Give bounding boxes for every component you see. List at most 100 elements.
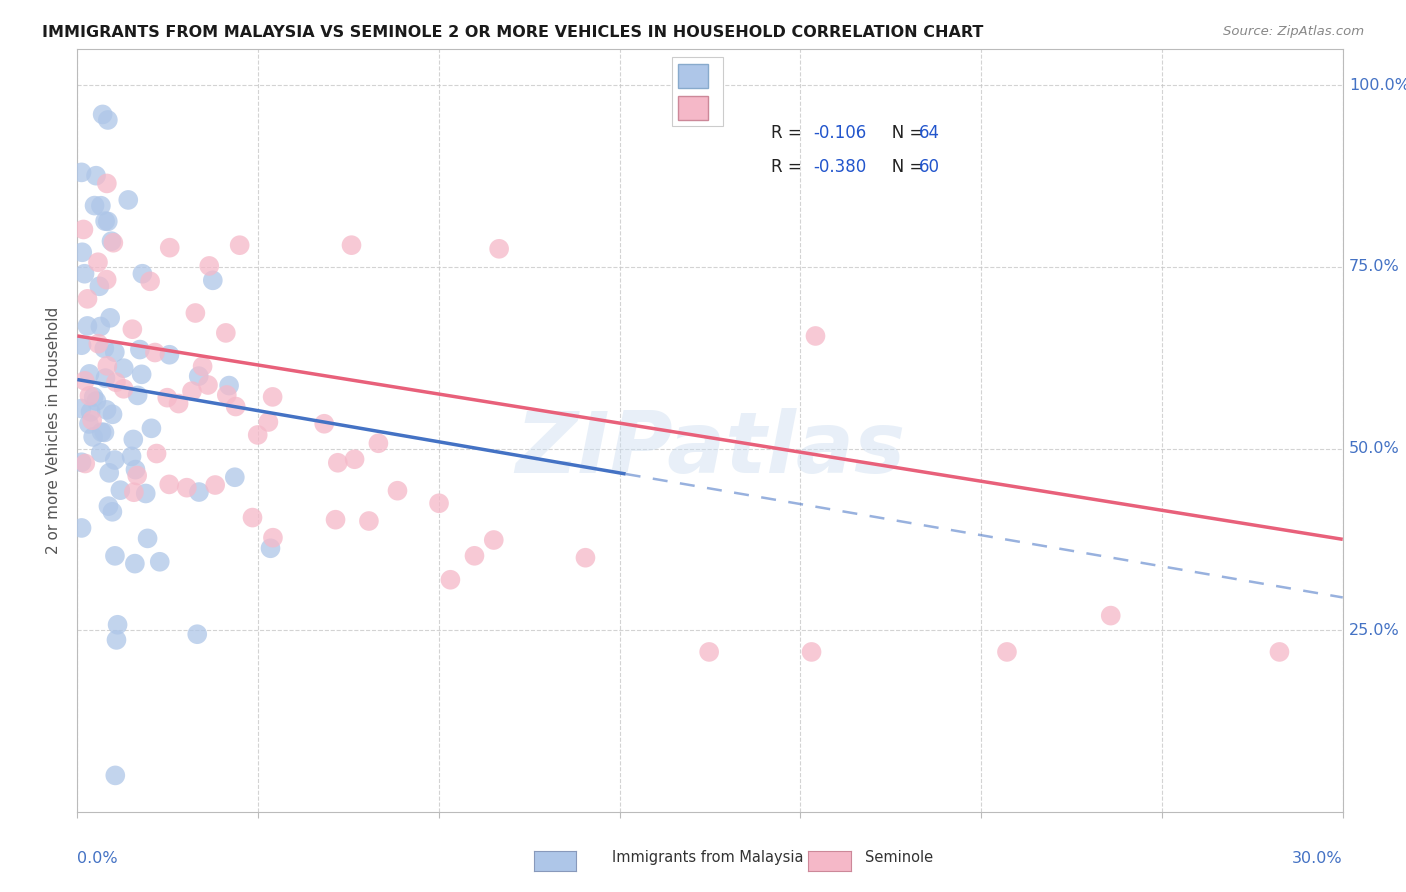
Point bbox=[187, 369, 209, 384]
Point bbox=[104, 453, 127, 467]
Point bbox=[70, 521, 93, 535]
Point bbox=[159, 348, 181, 362]
Point bbox=[127, 468, 149, 483]
Point bbox=[181, 384, 204, 398]
Point bbox=[70, 401, 93, 416]
Point bbox=[145, 446, 167, 460]
Point bbox=[159, 241, 181, 255]
Point bbox=[82, 430, 104, 444]
Point bbox=[72, 222, 94, 236]
Point bbox=[131, 267, 153, 281]
Point bbox=[127, 388, 149, 402]
Point bbox=[70, 245, 93, 260]
Text: 60: 60 bbox=[918, 158, 939, 176]
Point bbox=[149, 555, 172, 569]
Point bbox=[128, 343, 150, 357]
Point bbox=[70, 338, 93, 352]
Point bbox=[1099, 608, 1122, 623]
Point bbox=[79, 367, 101, 381]
Point bbox=[439, 573, 461, 587]
Text: 100.0%: 100.0% bbox=[1348, 78, 1406, 93]
Point bbox=[242, 510, 264, 524]
Text: R =: R = bbox=[770, 124, 807, 142]
Point bbox=[100, 234, 122, 248]
Point bbox=[215, 326, 238, 340]
Point bbox=[104, 549, 127, 563]
Point bbox=[262, 390, 284, 404]
Point bbox=[340, 238, 363, 252]
Point bbox=[157, 477, 180, 491]
Point bbox=[70, 165, 93, 179]
Point bbox=[198, 259, 221, 273]
Point bbox=[141, 421, 163, 435]
Point bbox=[343, 452, 366, 467]
Point bbox=[167, 396, 190, 410]
Point bbox=[357, 514, 380, 528]
Text: ZIPatlas: ZIPatlas bbox=[515, 408, 905, 491]
Legend: , : , bbox=[672, 57, 723, 127]
Point bbox=[191, 359, 214, 374]
Point bbox=[697, 645, 720, 659]
Point bbox=[91, 107, 114, 121]
Point bbox=[98, 310, 121, 325]
Text: R =: R = bbox=[770, 158, 807, 176]
Point bbox=[246, 428, 269, 442]
Point bbox=[97, 112, 120, 127]
Point bbox=[1268, 645, 1291, 659]
Point bbox=[104, 768, 127, 782]
Point bbox=[97, 499, 120, 513]
Point bbox=[77, 417, 100, 431]
Point bbox=[70, 455, 93, 469]
Point bbox=[257, 415, 280, 429]
Point bbox=[97, 214, 120, 228]
Text: N =: N = bbox=[876, 158, 929, 176]
Text: N =: N = bbox=[876, 124, 929, 142]
Point bbox=[104, 345, 127, 359]
Point bbox=[387, 483, 409, 498]
Point bbox=[117, 193, 139, 207]
Point bbox=[314, 417, 336, 431]
Point bbox=[101, 505, 124, 519]
Point bbox=[93, 342, 115, 356]
Text: Seminole: Seminole bbox=[865, 850, 932, 865]
Point bbox=[79, 389, 101, 403]
Point bbox=[131, 368, 153, 382]
Point bbox=[197, 378, 219, 392]
Point bbox=[804, 329, 827, 343]
Point bbox=[143, 345, 166, 359]
Point bbox=[262, 531, 284, 545]
Point bbox=[176, 481, 198, 495]
Text: IMMIGRANTS FROM MALAYSIA VS SEMINOLE 2 OR MORE VEHICLES IN HOUSEHOLD CORRELATION: IMMIGRANTS FROM MALAYSIA VS SEMINOLE 2 O… bbox=[42, 25, 984, 40]
Point bbox=[94, 214, 117, 228]
Text: -0.106: -0.106 bbox=[813, 124, 866, 142]
Point bbox=[96, 272, 118, 286]
Point bbox=[112, 382, 135, 396]
Text: 30.0%: 30.0% bbox=[1292, 851, 1343, 865]
Point bbox=[325, 513, 347, 527]
Point bbox=[73, 267, 96, 281]
Point bbox=[103, 235, 125, 250]
Point bbox=[228, 238, 250, 252]
Point bbox=[121, 322, 143, 336]
Point bbox=[101, 407, 124, 421]
Point bbox=[90, 446, 112, 460]
Point bbox=[96, 359, 118, 373]
Point bbox=[90, 199, 112, 213]
Point bbox=[79, 405, 101, 419]
Point bbox=[87, 255, 110, 269]
Text: 50.0%: 50.0% bbox=[1348, 441, 1400, 456]
Point bbox=[121, 450, 143, 464]
Y-axis label: 2 or more Vehicles in Household: 2 or more Vehicles in Household bbox=[46, 307, 62, 554]
Text: Source: ZipAtlas.com: Source: ZipAtlas.com bbox=[1223, 25, 1364, 38]
Point bbox=[186, 627, 208, 641]
Point bbox=[124, 557, 146, 571]
Point bbox=[201, 273, 224, 287]
Point bbox=[112, 361, 135, 376]
Point bbox=[995, 645, 1018, 659]
Point bbox=[224, 470, 246, 484]
Point bbox=[188, 485, 211, 500]
Point bbox=[93, 425, 115, 440]
Point bbox=[76, 318, 98, 333]
Point bbox=[90, 425, 112, 439]
Text: 0.0%: 0.0% bbox=[77, 851, 118, 865]
